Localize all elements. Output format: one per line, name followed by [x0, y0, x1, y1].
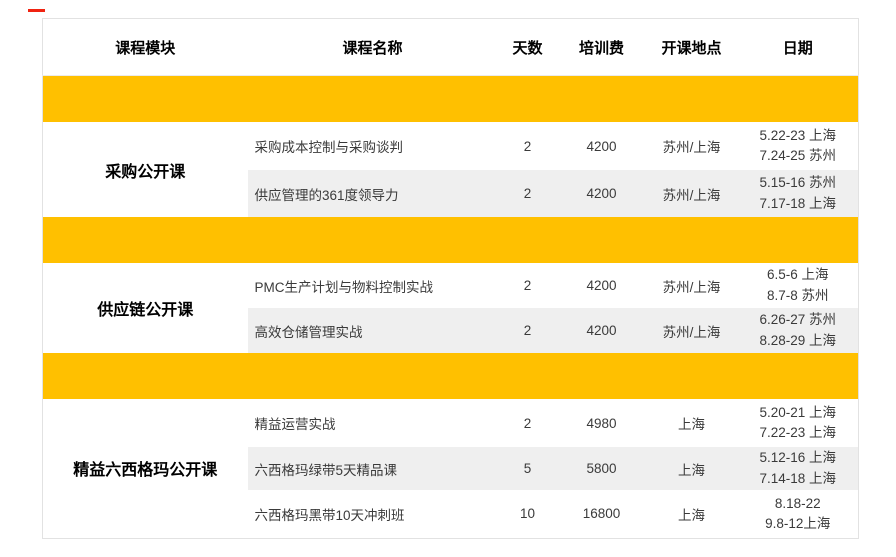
course-name-cell: 供应管理的361度领导力: [247, 170, 498, 217]
course-row: 六西格玛黑带10天冲刺班 10 16800 上海 8.18-22 9.8-12上海: [43, 490, 859, 538]
course-row: 供应链公开课 PMC生产计划与物料控制实战 2 4200 苏州/上海 6.5-6 上海 8.…: [42, 263, 859, 353]
course-row: 采购公开课 采购成本控制与采购谈判 2 4200 苏州/上海 5.22-23 上海 7.24…: [42, 122, 859, 217]
header-days: 天数: [497, 18, 558, 76]
separator-band-cell: [42, 217, 859, 263]
date-line: 6.26-27 苏州: [759, 312, 837, 328]
location-cell: 上海: [645, 490, 738, 538]
date-line: 8.28-29 上海: [759, 332, 837, 348]
fee-cell: 4200: [557, 263, 646, 308]
separator-band-cell: [42, 75, 859, 122]
module-cell: 精益六西格玛公开课: [42, 399, 248, 538]
fee-cell: 16800: [557, 490, 646, 538]
date-line: 9.8-12上海: [765, 515, 831, 531]
course-schedule-table: 课程模块 课程名称 天数 培训费 开课地点 日期 采购公开课 采购成本控制与采购谈…: [42, 18, 859, 539]
separator-band-cell: [42, 353, 859, 399]
dates-cell: 5.12-16 上海 7.14-18 上海: [737, 447, 859, 490]
section-separator-band: [42, 353, 859, 399]
fee-cell: 4980: [557, 399, 646, 447]
header-date: 日期: [737, 18, 859, 76]
date-line: 8.7-8 苏州: [766, 287, 829, 303]
dates-cell: 6.5-6 上海 8.7-8 苏州: [737, 263, 859, 308]
dates-cell: 5.20-21 上海 7.22-23 上海: [737, 399, 859, 447]
location-cell: 苏州/上海: [645, 263, 738, 308]
days-cell: 2: [497, 399, 558, 447]
date-line: 5.20-21 上海: [759, 404, 837, 420]
module-cell: 供应链公开课: [42, 263, 248, 353]
date-line: 8.18-22: [774, 495, 821, 511]
table-header: 课程模块 课程名称 天数 培训费 开课地点 日期: [42, 18, 859, 76]
date-line: 7.17-18 上海: [759, 195, 837, 211]
course-row: 高效仓储管理实战 2 4200 苏州/上海 6.26-27 苏州 8.28-29 上海: [43, 308, 859, 353]
fee-cell: 5800: [557, 447, 646, 490]
dates-cell: 8.18-22 9.8-12上海: [737, 490, 859, 538]
date-line: 7.14-18 上海: [759, 470, 837, 486]
module-cell: 采购公开课: [42, 122, 248, 217]
days-cell: 2: [497, 263, 558, 308]
days-cell: 2: [497, 170, 558, 217]
course-row: 六西格玛绿带5天精品课 5 5800 上海 5.12-16 上海 7.14-18 上海: [43, 447, 859, 490]
location-cell: 上海: [645, 399, 738, 447]
dates-cell: 5.15-16 苏州 7.17-18 上海: [737, 170, 859, 217]
days-cell: 2: [497, 122, 558, 170]
date-line: 7.24-25 苏州: [759, 148, 837, 163]
header-fee: 培训费: [557, 18, 646, 76]
date-line: 5.22-23 上海: [759, 127, 837, 143]
section-separator-band: [42, 217, 859, 263]
location-cell: 苏州/上海: [645, 170, 738, 217]
header-location: 开课地点: [645, 18, 738, 76]
location-cell: 上海: [645, 447, 738, 490]
course-name-cell: 六西格玛黑带10天冲刺班: [247, 490, 498, 538]
course-name-cell: 六西格玛绿带5天精品课: [247, 447, 498, 490]
fee-cell: 4200: [557, 170, 646, 217]
course-name-cell: 采购成本控制与采购谈判: [247, 122, 498, 170]
location-cell: 苏州/上海: [645, 122, 738, 170]
location-cell: 苏州/上海: [645, 308, 738, 353]
date-line: 5.15-16 苏州: [759, 175, 837, 191]
course-table-body: 采购公开课 采购成本控制与采购谈判 2 4200 苏州/上海 5.22-23 上海 7.24…: [42, 75, 859, 538]
course-row: 精益六西格玛公开课 精益运营实战 2 4980 上海 5.20-21 上海 7.22-23 …: [42, 399, 859, 538]
date-line: 7.22-23 上海: [759, 425, 837, 440]
course-name-cell: 精益运营实战: [247, 399, 498, 447]
days-cell: 5: [497, 447, 558, 490]
section-separator-band: [42, 75, 859, 122]
date-line: 6.5-6 上海: [766, 267, 829, 283]
header-row: 课程模块 课程名称 天数 培训费 开课地点 日期: [42, 18, 859, 76]
course-name-cell: PMC生产计划与物料控制实战: [247, 263, 498, 308]
date-line: 5.12-16 上海: [759, 450, 837, 466]
header-course-module: 课程模块: [42, 18, 248, 76]
course-name-cell: 高效仓储管理实战: [247, 308, 498, 353]
course-row: 供应管理的361度领导力 2 4200 苏州/上海 5.15-16 苏州 7.17-18 …: [43, 170, 859, 217]
days-cell: 2: [497, 308, 558, 353]
red-marker: [28, 9, 45, 12]
fee-cell: 4200: [557, 122, 646, 170]
days-cell: 10: [497, 490, 558, 538]
fee-cell: 4200: [557, 308, 646, 353]
dates-cell: 6.26-27 苏州 8.28-29 上海: [737, 308, 859, 353]
dates-cell: 5.22-23 上海 7.24-25 苏州: [737, 122, 859, 170]
header-course-name: 课程名称: [247, 18, 498, 76]
